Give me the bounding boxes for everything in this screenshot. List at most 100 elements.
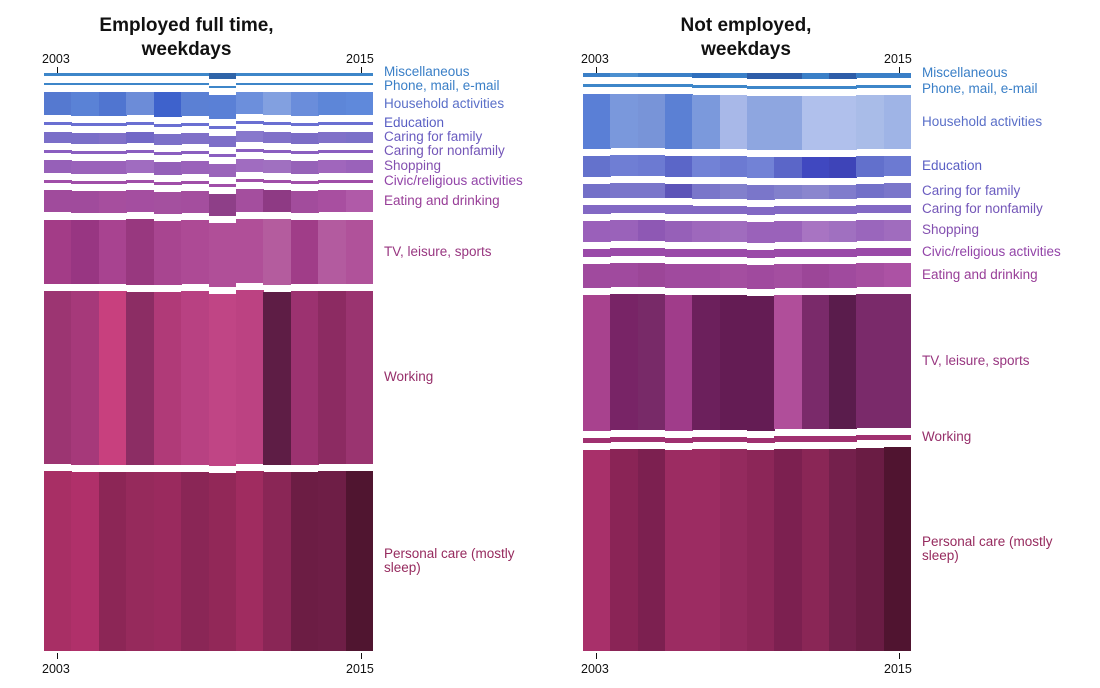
series-label-phone-mail-e-mail: Phone, mail, e-mail — [922, 80, 1038, 96]
band-education-2015 — [345, 121, 374, 126]
band-working-2008 — [719, 437, 748, 443]
series-label-personal-care-mostly-sleep: Personal care (mostly sleep) — [922, 533, 1053, 563]
band-shopping-2005 — [98, 160, 127, 174]
band-education-2007 — [692, 156, 721, 178]
band-civic-religious-activities-2007 — [692, 248, 721, 258]
band-education-2015 — [883, 155, 912, 177]
band-personal-care-mostly-sleep-2015 — [883, 446, 912, 651]
band-shopping-2006 — [126, 159, 155, 173]
band-caring-for-family-2007 — [692, 184, 721, 199]
band-miscellaneous-2008 — [719, 73, 748, 79]
band-tv-leisure-sports-2010 — [774, 295, 803, 430]
band-education-2013 — [856, 155, 885, 177]
x-tick-top-start — [596, 67, 597, 73]
band-caring-for-family-2003 — [44, 132, 72, 143]
series-label-civic-religious-activities: Civic/religious activities — [384, 173, 523, 189]
band-phone-mail-e-mail-2004 — [71, 83, 100, 86]
band-eating-and-drinking-2010 — [235, 189, 264, 212]
band-phone-mail-e-mail-2003 — [44, 83, 72, 86]
band-eating-and-drinking-2013 — [318, 190, 347, 213]
band-phone-mail-e-mail-2009 — [747, 86, 775, 90]
band-caring-for-nonfamily-2010 — [774, 206, 803, 215]
band-eating-and-drinking-2007 — [692, 264, 721, 289]
band-caring-for-family-2008 — [181, 133, 209, 144]
band-personal-care-mostly-sleep-2006 — [126, 471, 155, 651]
x-tick-top-start — [57, 67, 58, 73]
band-eating-and-drinking-2011 — [263, 189, 292, 213]
band-working-2010 — [774, 436, 803, 442]
band-phone-mail-e-mail-2013 — [318, 83, 347, 86]
band-phone-mail-e-mail-2006 — [126, 83, 155, 86]
band-household-activities-2007 — [692, 95, 721, 150]
band-eating-and-drinking-2008 — [181, 190, 209, 214]
band-caring-for-nonfamily-2006 — [126, 149, 155, 153]
band-shopping-2009 — [208, 163, 237, 177]
band-caring-for-nonfamily-2011 — [801, 206, 830, 215]
band-miscellaneous-2013 — [856, 73, 885, 79]
band-caring-for-nonfamily-2003 — [44, 149, 72, 153]
band-caring-for-nonfamily-2004 — [71, 150, 100, 154]
band-personal-care-mostly-sleep-2009 — [208, 472, 237, 651]
series-label-household-activities: Household activities — [922, 114, 1043, 130]
band-phone-mail-e-mail-2005 — [637, 84, 666, 88]
band-eating-and-drinking-2015 — [345, 190, 374, 213]
band-miscellaneous-2008 — [181, 73, 209, 77]
band-personal-care-mostly-sleep-2004 — [71, 471, 100, 651]
band-household-activities-2003 — [44, 92, 72, 115]
band-caring-for-family-2004 — [610, 183, 639, 198]
band-miscellaneous-2009 — [208, 73, 237, 80]
band-household-activities-2005 — [637, 94, 666, 149]
band-eating-and-drinking-2009 — [208, 193, 237, 217]
band-caring-for-nonfamily-2015 — [883, 204, 912, 214]
band-caring-for-nonfamily-2005 — [98, 150, 127, 154]
band-household-activities-2005 — [98, 92, 127, 116]
band-shopping-2010 — [235, 158, 264, 172]
band-caring-for-family-2005 — [637, 183, 666, 198]
band-civic-religious-activities-2013 — [856, 248, 885, 257]
series-label-education: Education — [384, 115, 445, 131]
band-shopping-2009 — [747, 221, 775, 243]
band-shopping-2003 — [583, 220, 611, 242]
band-education-2005 — [637, 155, 666, 177]
band-civic-religious-activities-2010 — [774, 249, 803, 258]
band-shopping-2010 — [774, 221, 803, 243]
band-civic-religious-activities-2013 — [318, 179, 347, 183]
band-eating-and-drinking-2004 — [71, 190, 100, 214]
series-label-miscellaneous: Miscellaneous — [922, 64, 1008, 80]
band-caring-for-family-2006 — [126, 131, 155, 143]
band-civic-religious-activities-2005 — [637, 248, 666, 257]
band-working-2012 — [290, 291, 319, 465]
band-phone-mail-e-mail-2015 — [883, 85, 912, 89]
chart-panel-employed: Employed full time, weekdays 2003 2015 M… — [42, 15, 523, 676]
band-household-activities-2007 — [153, 92, 182, 117]
band-household-activities-2013 — [318, 92, 347, 115]
band-caring-for-family-2007 — [153, 134, 182, 145]
series-label-phone-mail-e-mail: Phone, mail, e-mail — [384, 78, 500, 94]
band-caring-for-nonfamily-2007 — [692, 205, 721, 215]
band-education-2007 — [153, 123, 182, 128]
band-miscellaneous-2007 — [692, 73, 721, 79]
band-household-activities-2015 — [883, 95, 912, 149]
stack-area — [44, 73, 374, 651]
band-shopping-2008 — [181, 160, 209, 174]
series-label-personal-care-mostly-sleep: Personal care (mostly sleep) — [384, 546, 515, 576]
band-civic-religious-activities-2003 — [44, 179, 72, 183]
band-tv-leisure-sports-2015 — [345, 219, 374, 284]
band-shopping-2011 — [263, 159, 292, 173]
band-personal-care-mostly-sleep-2012 — [829, 448, 857, 651]
band-caring-for-nonfamily-2010 — [235, 148, 264, 152]
band-working-2003 — [583, 437, 611, 444]
band-tv-leisure-sports-2007 — [692, 295, 721, 431]
series-label-education: Education — [922, 158, 983, 174]
band-shopping-2015 — [883, 220, 912, 241]
band-phone-mail-e-mail-2008 — [719, 85, 748, 89]
band-tv-leisure-sports-2008 — [181, 220, 209, 285]
stack-area — [583, 73, 912, 651]
series-label-caring-for-nonfamily: Caring for nonfamily — [384, 143, 505, 159]
band-caring-for-nonfamily-2008 — [181, 150, 209, 154]
x-tick-label-end: 2015 — [346, 52, 374, 66]
band-caring-for-family-2012 — [290, 133, 319, 144]
band-household-activities-2009 — [747, 96, 775, 151]
band-household-activities-2011 — [801, 96, 830, 150]
band-phone-mail-e-mail-2003 — [583, 84, 611, 88]
